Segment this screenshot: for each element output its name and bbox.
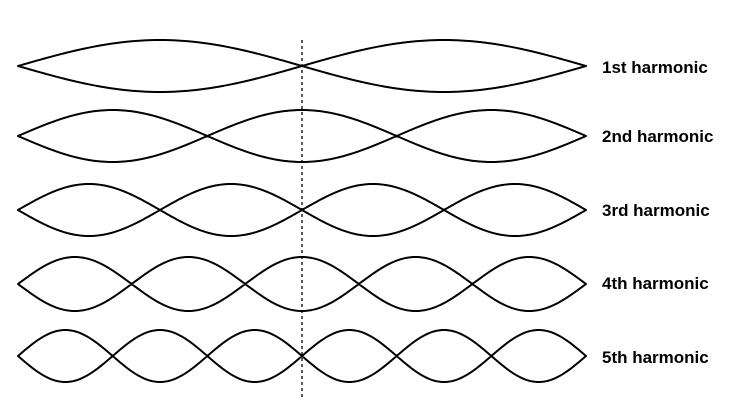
standing-wave-4 xyxy=(17,256,587,312)
standing-wave-1 xyxy=(17,39,587,93)
harmonic-label-5: 5th harmonic xyxy=(602,348,709,367)
standing-wave-5 xyxy=(17,329,587,383)
harmonic-row-5: 5th harmonic xyxy=(17,329,709,383)
harmonic-label-3: 3rd harmonic xyxy=(602,201,710,220)
harmonic-row-2: 2nd harmonic xyxy=(17,109,713,163)
harmonic-row-1: 1st harmonic xyxy=(17,39,708,93)
harmonic-row-4: 4th harmonic xyxy=(17,256,709,312)
harmonic-label-4: 4th harmonic xyxy=(602,274,709,293)
standing-wave-3 xyxy=(17,183,587,237)
harmonic-label-1: 1st harmonic xyxy=(602,58,708,77)
harmonic-row-3: 3rd harmonic xyxy=(17,183,710,237)
standing-wave-2 xyxy=(17,109,587,163)
harmonic-label-2: 2nd harmonic xyxy=(602,127,713,146)
